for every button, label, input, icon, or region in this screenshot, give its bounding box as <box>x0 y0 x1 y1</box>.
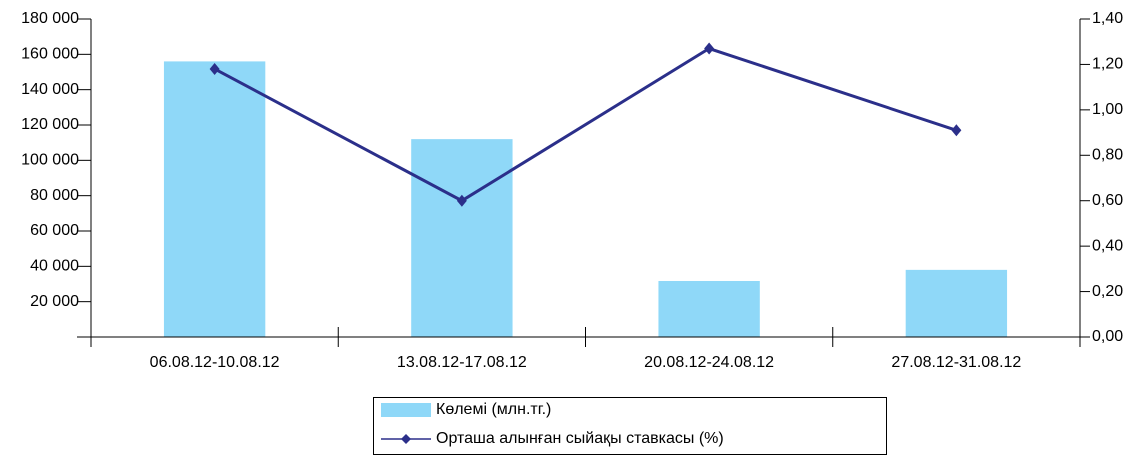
legend-marker <box>401 434 411 444</box>
bar <box>658 280 760 337</box>
y-tick-label: 160 000 <box>21 46 79 63</box>
x-tick-label: 06.08.12-10.08.12 <box>150 354 280 371</box>
y2-tick-label: 0,40 <box>1092 237 1123 254</box>
bar <box>411 139 513 337</box>
y-tick-label: 80 000 <box>30 187 79 204</box>
y-tick-label: 20 000 <box>30 293 79 310</box>
legend-label: Көлемі (млн.тг.) <box>436 401 551 418</box>
y2-tick-label: 1,40 <box>1092 10 1123 27</box>
y2-tick-label: 0,60 <box>1092 192 1123 209</box>
x-tick-label: 27.08.12-31.08.12 <box>891 354 1021 371</box>
legend-box <box>373 397 887 455</box>
y-tick-label: 120 000 <box>21 116 79 133</box>
bar <box>905 269 1008 337</box>
y2-tick-label: 1,20 <box>1092 56 1123 73</box>
y2-tick-label: 0,00 <box>1092 328 1123 345</box>
line-marker <box>704 42 715 55</box>
line-marker <box>951 124 962 137</box>
legend-swatch <box>381 403 431 417</box>
y-tick-label: 60 000 <box>30 222 79 239</box>
y-tick-label: 40 000 <box>30 258 79 275</box>
x-tick-label: 13.08.12-17.08.12 <box>397 354 527 371</box>
y2-tick-label: 1,00 <box>1092 101 1123 118</box>
y2-tick-label: 0,20 <box>1092 283 1123 300</box>
y-tick-label: 140 000 <box>21 81 79 98</box>
y2-tick-label: 0,80 <box>1092 147 1123 164</box>
line <box>213 46 957 203</box>
line-marker <box>456 194 467 207</box>
legend-label: Орташа алынған сыйақы ставкасы (%) <box>436 430 724 447</box>
y-tick-label: 100 000 <box>21 152 79 169</box>
y-tick-label: 180 000 <box>21 10 79 27</box>
line-marker <box>209 62 220 75</box>
bar <box>163 61 266 338</box>
x-tick-label: 20.08.12-24.08.12 <box>644 354 774 371</box>
